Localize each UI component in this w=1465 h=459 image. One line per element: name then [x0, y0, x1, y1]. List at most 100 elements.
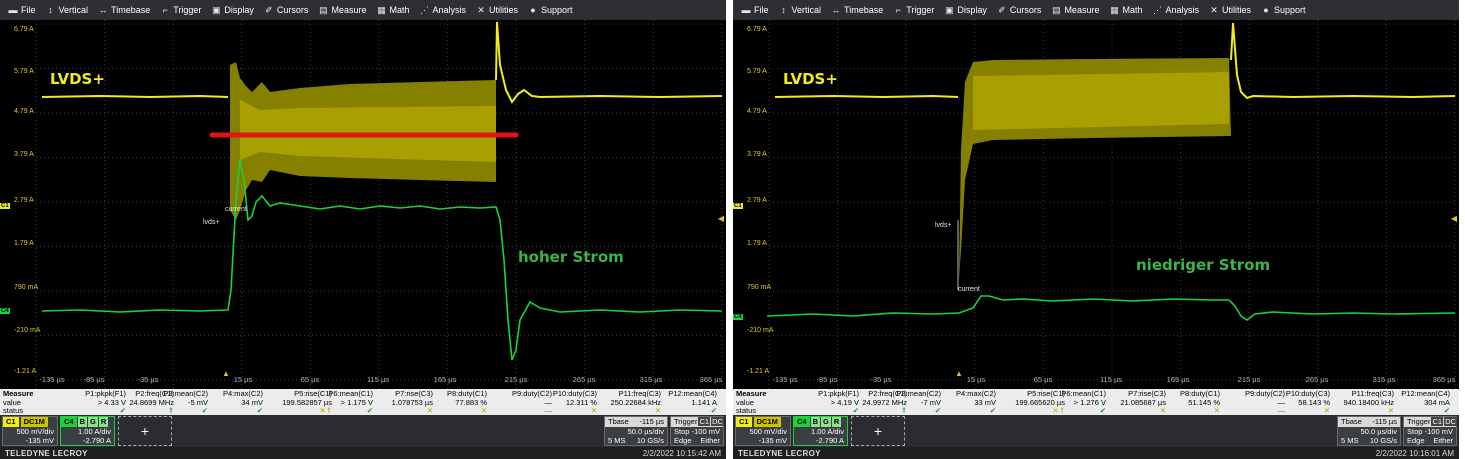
- c4-offset-marker[interactable]: C4: [733, 314, 743, 320]
- signal-label: LVDS+: [50, 70, 105, 88]
- menu-display[interactable]: ▣ Display: [939, 0, 992, 20]
- menu-utilities[interactable]: ✕ Utilities: [1204, 0, 1256, 20]
- measure-param-header[interactable]: P2:freq(C1): [135, 389, 174, 398]
- measure-row-status: status ✔ ⇑ ✔ ✔ ✕⇑ ✔ ✕ ✕ — ✕ ✕ ✔: [0, 406, 726, 415]
- analysis-icon: ⋰: [419, 4, 429, 15]
- measure-param-header[interactable]: P6:mean(C1): [328, 389, 373, 398]
- measure-param-header[interactable]: P3:mean(C2): [896, 389, 941, 398]
- utilities-icon: ✕: [477, 4, 485, 15]
- measure-param-header[interactable]: P6:mean(C1): [1061, 389, 1106, 398]
- status-icon: ✔: [201, 406, 208, 415]
- menu-cursors[interactable]: ✐ Cursors: [259, 0, 314, 20]
- channel-c4-descriptor[interactable]: C4 B G R 1.00 A/div -2.790 A: [60, 416, 115, 446]
- c4-offset-marker[interactable]: C4: [0, 308, 10, 314]
- measure-param-header[interactable]: P8:duty(C1): [1179, 389, 1220, 398]
- channel-c4-badge: G: [88, 417, 98, 427]
- timebase-descriptor[interactable]: Tbase -115 µs 50.0 µs/div 5 MS 10 GS/s: [1337, 416, 1401, 446]
- menu-vertical[interactable]: ↕ Vertical: [41, 0, 94, 20]
- measure-param-header[interactable]: P12:mean(C4): [1401, 389, 1450, 398]
- menu-label: Vertical: [791, 5, 822, 15]
- probe-label-lvds: lvds+: [935, 222, 952, 229]
- channel-c1-coupling: DC1M: [20, 417, 48, 427]
- measure-param-header[interactable]: P5:rise(C1): [294, 389, 332, 398]
- measure-param-header[interactable]: P1:pkpk(F1): [818, 389, 859, 398]
- measure-param-header[interactable]: P3:mean(C2): [163, 389, 208, 398]
- y-axis-label: 6.79 A: [14, 26, 34, 33]
- measure-param-header[interactable]: P1:pkpk(F1): [85, 389, 126, 398]
- measure-param-header[interactable]: P11:freq(C3): [618, 389, 661, 398]
- measure-table: Measure P1:pkpk(F1) P2:freq(C1) P3:mean(C2)…: [733, 389, 1459, 415]
- menu-timebase[interactable]: ↔ Timebase: [826, 0, 888, 20]
- menu-trigger[interactable]: ⌐ Trigger: [155, 0, 206, 20]
- menu-file[interactable]: ▬ File: [736, 0, 774, 20]
- menu-file[interactable]: ▬ File: [3, 0, 41, 20]
- measure-param-header[interactable]: P9:duty(C2): [1244, 389, 1285, 398]
- waveform-grid[interactable]: lvds+ current LVDS+ niedriger Strom C1 C…: [733, 20, 1459, 389]
- measure-param-header[interactable]: P4:max(C2): [955, 389, 996, 398]
- trigger-level-marker[interactable]: ◀: [1450, 214, 1457, 223]
- channel-c4-scale: 1.00 A/div: [78, 427, 111, 436]
- x-axis-label: 15 µs: [233, 375, 253, 384]
- trigger-position-marker[interactable]: ▲: [955, 369, 963, 378]
- add-channel-button[interactable]: +: [851, 416, 905, 446]
- file-icon: ▬: [8, 5, 18, 15]
- channel-c4-header: C4 B G R: [61, 417, 114, 427]
- menu-timebase[interactable]: ↔ Timebase: [93, 0, 155, 20]
- menu-vertical[interactable]: ↕ Vertical: [774, 0, 827, 20]
- menu-support[interactable]: ● Support: [1256, 0, 1311, 20]
- menu-measure[interactable]: ▤ Measure: [313, 0, 371, 20]
- menu-analysis[interactable]: ⋰ Analysis: [1147, 0, 1204, 20]
- y-axis-label: 3.79 A: [747, 151, 767, 158]
- trigger-descriptor[interactable]: Trigger C1 DC Stop -100 mV Edge Either: [670, 416, 724, 446]
- status-icon: ✕: [590, 406, 597, 415]
- menu-display[interactable]: ▣ Display: [206, 0, 259, 20]
- vertical-icon: ↕: [781, 5, 786, 15]
- status-icon: ✔: [710, 406, 717, 415]
- c1-offset-marker[interactable]: C1: [0, 203, 10, 209]
- trigger-descriptor[interactable]: Trigger C1 DC Stop -100 mV Edge Either: [1403, 416, 1457, 446]
- menu-cursors[interactable]: ✐ Cursors: [992, 0, 1047, 20]
- x-axis-label: 365 µs: [1432, 375, 1456, 384]
- waveform-grid[interactable]: lvds+ current LVDS+ hoher Strom C1 C4 ◀ …: [0, 20, 726, 389]
- timebase-descriptor[interactable]: Tbase -115 µs 50.0 µs/div 5 MS 10 GS/s: [604, 416, 668, 446]
- channel-c4-descriptor[interactable]: C4 B G R 1.00 A/div -2.790 A: [793, 416, 848, 446]
- trigger-position-marker[interactable]: ▲: [222, 369, 230, 378]
- status-icon: —: [544, 406, 553, 415]
- measure-param-header[interactable]: P10:duty(C3): [552, 389, 597, 398]
- channel-c1-tag: C1: [3, 417, 19, 427]
- add-channel-button[interactable]: +: [118, 416, 172, 446]
- channel-c1-descriptor[interactable]: C1 DC1M 500 mV/div -135 mV: [735, 416, 791, 446]
- menu-math[interactable]: ▦ Math: [1104, 0, 1147, 20]
- measure-value: 199.582857 µs: [282, 397, 332, 407]
- timebase-delay: -115 µs: [1372, 417, 1397, 426]
- measure-param-header[interactable]: P9:duty(C2): [511, 389, 552, 398]
- menu-trigger[interactable]: ⌐ Trigger: [888, 0, 939, 20]
- measure-param-header[interactable]: P11:freq(C3): [1351, 389, 1394, 398]
- channel-c1-descriptor[interactable]: C1 DC1M 500 mV/div -135 mV: [2, 416, 58, 446]
- measure-param-header[interactable]: P4:max(C2): [222, 389, 263, 398]
- status-icon: ⇑: [900, 406, 907, 415]
- measure-param-header[interactable]: P7:rise(C3): [1128, 389, 1166, 398]
- menu-measure[interactable]: ▤ Measure: [1046, 0, 1104, 20]
- menu-math[interactable]: ▦ Math: [371, 0, 414, 20]
- c1-offset-marker[interactable]: C1: [733, 203, 743, 209]
- measure-param-header[interactable]: P8:duty(C1): [446, 389, 487, 398]
- measure-value: 1.141 A: [691, 397, 717, 407]
- measure-param-header[interactable]: P12:mean(C4): [668, 389, 717, 398]
- trigger-level-marker[interactable]: ◀: [717, 214, 724, 223]
- menu-analysis[interactable]: ⋰ Analysis: [414, 0, 471, 20]
- measure-param-header[interactable]: P5:rise(C1): [1027, 389, 1065, 398]
- measure-row-label: Measure: [3, 389, 34, 398]
- channel-c1-scale: 500 mV/div: [16, 427, 54, 436]
- c1-trace-after: [495, 21, 723, 104]
- measure-param-header[interactable]: P10:duty(C3): [1285, 389, 1330, 398]
- measure-param-header[interactable]: P2:freq(C1): [868, 389, 907, 398]
- scope-screen-high-current: ▬ File ↕ Vertical ↔ Timebase ⌐ Trigger ▣ Display ✐…: [0, 0, 726, 459]
- menu-utilities[interactable]: ✕ Utilities: [471, 0, 523, 20]
- measure-value: -5 mV: [187, 397, 208, 407]
- menu-bar: ▬ File ↕ Vertical ↔ Timebase ⌐ Trigger ▣ Display ✐…: [733, 0, 1459, 20]
- y-axis-label: 4.79 A: [14, 108, 34, 115]
- trigger-mode-line: Stop -100 mV: [671, 427, 723, 436]
- measure-param-header[interactable]: P7:rise(C3): [395, 389, 433, 398]
- menu-support[interactable]: ● Support: [523, 0, 578, 20]
